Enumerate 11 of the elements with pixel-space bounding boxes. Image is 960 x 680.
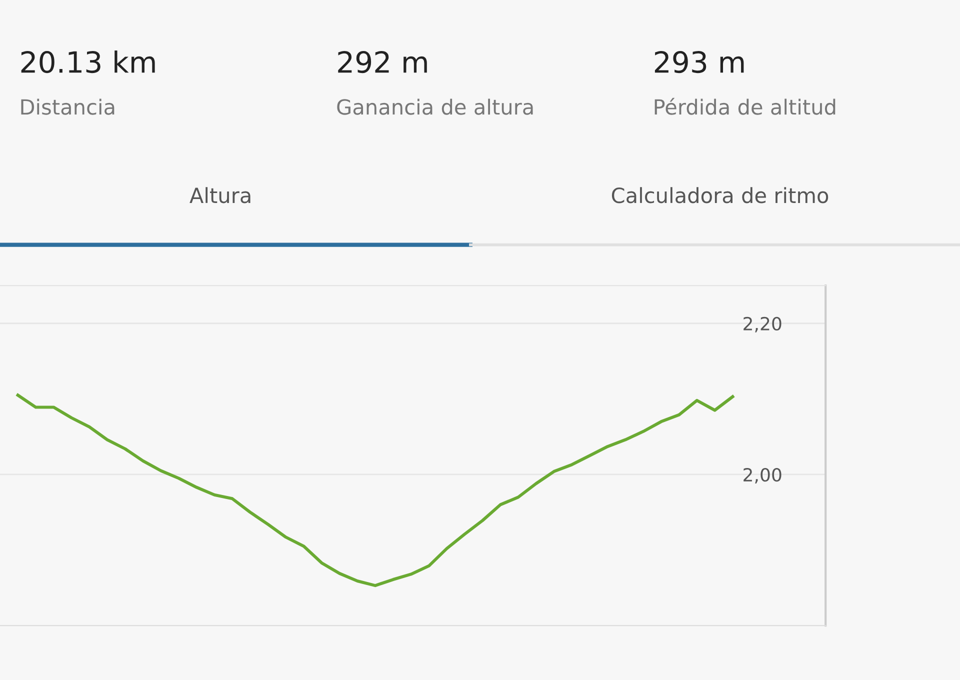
y-tick-label: 2,00 xyxy=(744,468,782,484)
text: Calculadora de ritmo xyxy=(612,187,828,204)
text: Distancia xyxy=(21,98,114,115)
text: 292 m xyxy=(338,51,427,74)
line-series xyxy=(16,394,734,588)
text: Ganancia de altura xyxy=(337,98,533,115)
text: Altura xyxy=(190,187,250,204)
text: 20.13 km xyxy=(21,50,155,74)
text: 293 m xyxy=(654,51,744,74)
text: Pérdida de altitud xyxy=(654,98,836,115)
y-tick-label: 2,20 xyxy=(744,316,782,332)
